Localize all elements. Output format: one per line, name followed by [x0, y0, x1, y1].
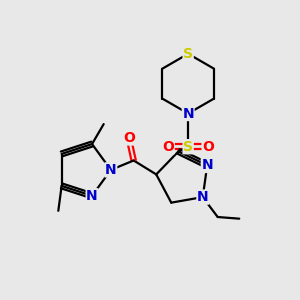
Text: N: N — [105, 163, 117, 177]
Text: N: N — [86, 189, 98, 203]
Text: S: S — [183, 47, 193, 61]
Text: N: N — [201, 158, 213, 172]
Text: O: O — [202, 140, 214, 154]
Text: S: S — [183, 140, 193, 154]
Text: O: O — [123, 131, 135, 145]
Text: O: O — [162, 140, 174, 154]
Text: N: N — [182, 106, 194, 121]
Text: N: N — [197, 190, 208, 204]
